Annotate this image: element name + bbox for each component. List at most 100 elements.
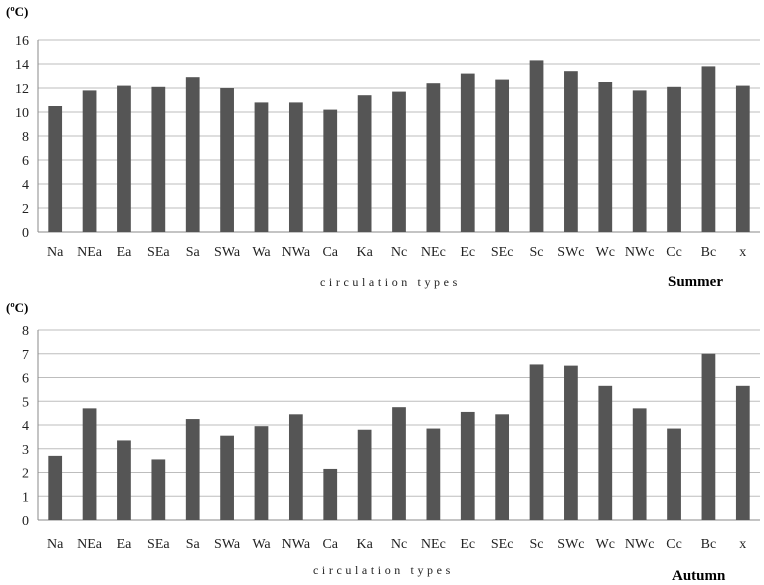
category-label-Ea: Ea: [117, 245, 133, 260]
category-label-Ec: Ec: [460, 537, 475, 552]
category-label-Ec: Ec: [460, 245, 475, 260]
category-label-SWc: SWc: [557, 537, 584, 552]
y-tick-label: 0: [22, 226, 29, 241]
bar-Cc: [667, 86, 681, 232]
category-label-Bc: Bc: [701, 537, 717, 552]
category-label-Ea: Ea: [117, 537, 133, 552]
summer-season-label: Summer: [668, 274, 723, 290]
y-tick-label: 4: [22, 419, 29, 434]
bar-Ec: [460, 411, 475, 520]
bar-SWc: [564, 71, 578, 232]
bar-Wc: [598, 385, 613, 520]
bar-Wc: [598, 82, 613, 232]
autumn-y-ticks: 0 1 2 3 4 5 6 7 8: [22, 324, 29, 529]
bar-Ea: [117, 440, 131, 520]
category-label-Na: Na: [47, 537, 64, 552]
category-label-SEc: SEc: [491, 537, 514, 552]
category-label-Cc: Cc: [666, 245, 682, 260]
bar-Ka: [357, 429, 372, 520]
bar-NWc: [632, 90, 647, 233]
bar-NEc: [426, 428, 441, 520]
category-label-NEa: NEa: [77, 537, 103, 552]
bar-x: [735, 385, 750, 520]
bar-Sa: [185, 77, 200, 232]
category-label-SEa: SEa: [147, 537, 170, 552]
category-label-SWa: SWa: [214, 537, 241, 552]
autumn-category-labels: Na NEa Ea SEa Sa SWa Wa NWa Ca Ka Nc NEc Ec SEc Sc SWc W…: [47, 537, 746, 552]
bar-NWc: [632, 408, 647, 520]
category-label-Wa: Wa: [252, 537, 271, 552]
bar-Wa: [254, 426, 269, 520]
category-label-NWc: NWc: [625, 537, 655, 552]
summer-bars: [48, 60, 750, 233]
y-tick-label: 12: [15, 82, 29, 97]
bar-SWa: [220, 88, 234, 232]
category-label-Cc: Cc: [666, 537, 682, 552]
y-tick-label: 3: [22, 443, 29, 458]
y-tick-label: 16: [15, 34, 29, 49]
summer-category-labels: Na NEa Ea SEa Sa SWa Wa NWa Ca Ka Nc NEc Ec SEc Sc SWc W…: [47, 245, 746, 260]
bar-NWa: [288, 102, 303, 233]
category-label-Ca: Ca: [322, 537, 338, 552]
summer-chart: (ºC) 0 2 4 6 8 10 12 14 16 Na NEa Ea SEa Sa SWa Wa NWa C…: [6, 4, 760, 290]
bar-Sc: [529, 364, 544, 520]
category-label-Ca: Ca: [322, 245, 338, 260]
bar-Ka: [357, 95, 372, 232]
bar-NEc: [426, 83, 441, 232]
category-label-Sc: Sc: [530, 245, 544, 260]
category-label-Na: Na: [47, 245, 64, 260]
bar-SEc: [495, 79, 510, 232]
category-label-Wc: Wc: [596, 537, 615, 552]
category-label-Sa: Sa: [186, 245, 201, 260]
bar-SEa: [151, 459, 166, 520]
bar-Ea: [117, 85, 131, 232]
y-tick-label: 8: [22, 324, 29, 339]
y-tick-label: 6: [22, 372, 29, 387]
bar-SWa: [220, 435, 234, 520]
autumn-bars: [48, 353, 750, 520]
bar-Sc: [529, 60, 544, 233]
autumn-x-axis-label: circulation types: [313, 563, 454, 577]
category-label-NEc: NEc: [421, 537, 446, 552]
bar-Na: [48, 106, 63, 232]
bar-Wa: [254, 102, 269, 233]
y-tick-label: 5: [22, 395, 29, 410]
bar-NWa: [288, 414, 303, 520]
bar-Bc: [701, 66, 716, 233]
bar-Nc: [392, 407, 406, 520]
summer-x-axis-label: circulation types: [320, 275, 461, 289]
summer-y-ticks: 0 2 4 6 8 10 12 14 16: [15, 34, 29, 241]
category-label-x: x: [739, 245, 746, 260]
category-label-Wc: Wc: [596, 245, 615, 260]
category-label-SEc: SEc: [491, 245, 514, 260]
bar-Sa: [185, 419, 200, 520]
category-label-NWa: NWa: [282, 245, 311, 260]
bar-Ec: [460, 73, 475, 232]
y-tick-label: 6: [22, 154, 29, 169]
category-label-Wa: Wa: [252, 245, 271, 260]
category-label-Bc: Bc: [701, 245, 717, 260]
category-label-SWa: SWa: [214, 245, 241, 260]
autumn-season-label: Autumn: [672, 568, 726, 584]
y-tick-label: 7: [22, 348, 29, 363]
bar-SWc: [564, 365, 578, 520]
summer-unit-label: (ºC): [6, 4, 28, 19]
y-tick-label: 14: [15, 58, 29, 73]
category-label-NEa: NEa: [77, 245, 103, 260]
category-label-Nc: Nc: [391, 245, 407, 260]
bar-Nc: [392, 91, 406, 232]
y-tick-label: 4: [22, 178, 29, 193]
bar-Cc: [667, 428, 681, 520]
bar-Na: [48, 455, 63, 520]
category-label-NEc: NEc: [421, 245, 446, 260]
category-label-SEa: SEa: [147, 245, 170, 260]
category-label-SWc: SWc: [557, 245, 584, 260]
y-tick-label: 1: [22, 490, 29, 505]
bar-NEa: [82, 408, 97, 520]
y-tick-label: 10: [15, 106, 29, 121]
bar-Ca: [323, 468, 338, 520]
bar-Ca: [323, 109, 338, 232]
category-label-Sc: Sc: [530, 537, 544, 552]
